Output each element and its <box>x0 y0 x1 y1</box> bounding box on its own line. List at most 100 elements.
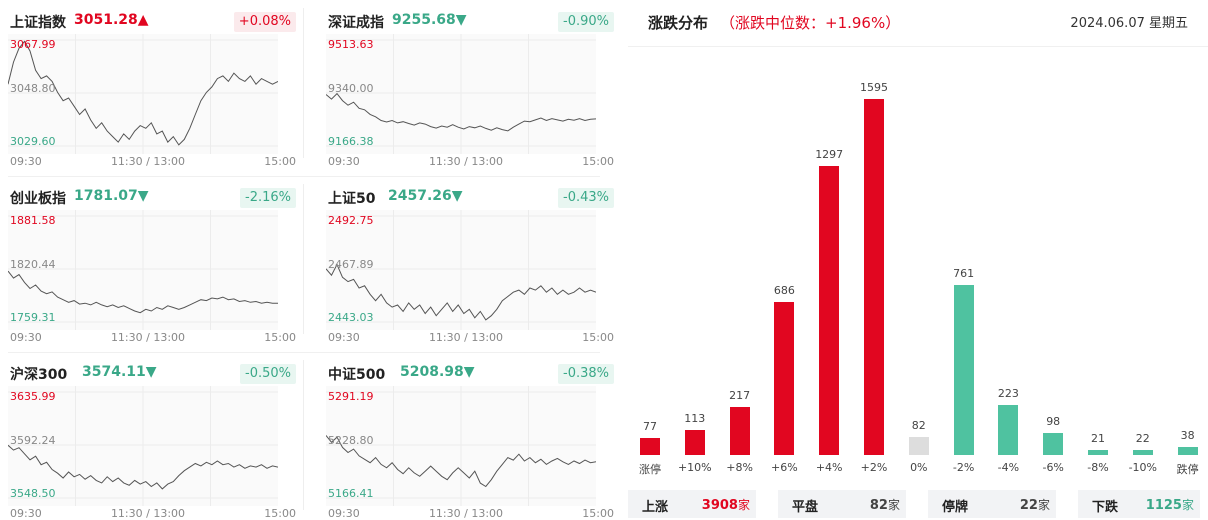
axis-high-label: 3067.99 <box>10 38 56 51</box>
index-change-badge: -0.43% <box>558 188 614 208</box>
axis-mid-label: 3592.24 <box>10 434 56 447</box>
axis-low-label: 9166.38 <box>328 135 374 148</box>
summary-value: 3908家 <box>701 498 750 513</box>
index-change-badge: -0.38% <box>558 364 614 384</box>
axis-low-label: 3029.60 <box>10 135 56 148</box>
time-end-label: 15:00 <box>264 155 296 168</box>
index-panel[interactable]: 上证指数 3051.28▲ +0.08% 3067.99 3048.80 3029.60 0… <box>8 8 298 176</box>
bar-down[interactable] <box>998 405 1019 455</box>
index-change-badge: -0.90% <box>558 12 614 32</box>
summary-label: 平盘 <box>792 500 819 515</box>
bar-category-label: 涨停 <box>639 463 661 476</box>
index-price: 2457.26▼ <box>388 188 463 204</box>
bar-category-label: +4% <box>815 461 843 474</box>
axis-low-label: 5166.41 <box>328 487 374 500</box>
axis-mid-label: 9340.00 <box>328 82 374 95</box>
intraday-chart <box>326 34 596 154</box>
index-name[interactable]: 中证500 <box>328 367 386 383</box>
index-panel[interactable]: 深证成指 9255.68▼ -0.90% 9513.63 9340.00 9166.38 0… <box>326 8 616 176</box>
index-name[interactable]: 上证50 <box>328 191 376 207</box>
index-name[interactable]: 创业板指 <box>10 191 66 207</box>
time-end-label: 15:00 <box>264 507 296 520</box>
index-price: 9255.68▼ <box>392 12 467 28</box>
time-end-label: 15:00 <box>582 155 614 168</box>
trade-date: 2024.06.07 星期五 <box>1070 16 1188 31</box>
index-change-badge: +0.08% <box>233 12 296 32</box>
intraday-chart <box>8 386 278 506</box>
time-start-label: 09:30 <box>328 331 360 344</box>
time-mid-label: 11:30 / 13:00 <box>110 507 186 520</box>
summary-value: 22家 <box>1019 498 1050 513</box>
time-mid-label: 11:30 / 13:00 <box>110 155 186 168</box>
bar-up[interactable] <box>819 165 840 455</box>
axis-high-label: 5291.19 <box>328 390 374 403</box>
summary-item[interactable]: 平盘 82家 <box>778 490 906 518</box>
bar-up[interactable] <box>729 406 750 455</box>
index-name[interactable]: 沪深300 <box>10 367 68 383</box>
bar-value-label: 1297 <box>815 147 844 161</box>
index-panel[interactable]: 上证50 2457.26▼ -0.43% 2492.75 2467.89 2443.03 0… <box>326 184 616 352</box>
bar-value-label: 761 <box>953 267 975 281</box>
bar-category-label: -2% <box>952 461 975 474</box>
bar-value-label: 38 <box>1180 428 1195 442</box>
intraday-chart <box>8 210 278 330</box>
bar-up[interactable] <box>774 301 795 455</box>
column-divider <box>303 184 304 334</box>
bar-down[interactable] <box>1088 450 1108 455</box>
time-mid-label: 11:30 / 13:00 <box>428 507 504 520</box>
summary-unit: 家 <box>1037 498 1050 512</box>
column-divider <box>303 360 304 510</box>
index-price: 3051.28▲ <box>74 12 149 28</box>
index-panel[interactable]: 创业板指 1781.07▼ -2.16% 1881.58 1820.44 1759.31 0… <box>8 184 298 352</box>
bar-down[interactable] <box>1043 433 1064 455</box>
price-line <box>326 435 596 488</box>
header-divider <box>628 46 1208 47</box>
index-change-badge: -0.50% <box>240 364 296 384</box>
bar-up[interactable] <box>684 429 705 455</box>
distribution-title: 涨跌分布 <box>648 14 709 32</box>
time-start-label: 09:30 <box>328 507 360 520</box>
index-panel[interactable]: 中证500 5208.98▼ -0.38% 5291.19 5228.80 5166.41… <box>326 360 616 520</box>
summary-label: 停牌 <box>942 500 969 515</box>
summary-item[interactable]: 上涨 3908家 <box>628 490 756 518</box>
index-panel[interactable]: 沪深300 3574.11▼ -0.50% 3635.99 3592.24 3548.50… <box>8 360 298 520</box>
price-line <box>8 40 278 146</box>
row-divider <box>8 176 600 177</box>
bar-category-label: +10% <box>677 461 712 474</box>
intraday-chart <box>326 210 596 330</box>
bar-value-label: 98 <box>1046 415 1061 429</box>
bar-flat[interactable] <box>908 436 929 455</box>
summary-value: 82家 <box>869 498 900 513</box>
index-header: 上证50 2457.26▼ -0.43% <box>326 184 616 208</box>
index-name[interactable]: 深证成指 <box>328 15 384 31</box>
index-price: 5208.98▼ <box>400 364 475 380</box>
bar-value-label: 1595 <box>860 81 888 94</box>
summary-unit: 家 <box>887 498 900 512</box>
bar-value-label: 82 <box>911 418 926 432</box>
bar-up[interactable] <box>640 437 660 455</box>
bar-down[interactable] <box>953 285 974 455</box>
bar-down[interactable] <box>1177 446 1198 455</box>
price-line <box>8 444 278 490</box>
time-mid-label: 11:30 / 13:00 <box>428 155 504 168</box>
bar-category-label: 跌停 <box>1176 463 1199 476</box>
row-divider <box>8 352 600 353</box>
bar-category-label: +2% <box>860 461 888 474</box>
bar-value-label: 686 <box>773 283 795 297</box>
index-change-badge: -2.16% <box>240 188 296 208</box>
index-name[interactable]: 上证指数 <box>10 15 66 31</box>
index-header: 中证500 5208.98▼ -0.38% <box>326 360 616 384</box>
axis-high-label: 2492.75 <box>328 214 374 227</box>
time-start-label: 09:30 <box>10 507 42 520</box>
summary-item[interactable]: 下跌 1125家 <box>1078 490 1200 518</box>
axis-low-label: 2443.03 <box>328 311 374 324</box>
bar-value-label: 113 <box>684 411 706 425</box>
bar-down[interactable] <box>1132 450 1153 455</box>
time-mid-label: 11:30 / 13:00 <box>110 331 186 344</box>
index-price: 3574.11▼ <box>82 364 157 380</box>
axis-mid-label: 2467.89 <box>328 258 374 271</box>
bar-category-label: +6% <box>771 461 798 474</box>
bar-up[interactable] <box>864 99 884 455</box>
summary-label: 下跌 <box>1092 500 1119 515</box>
summary-item[interactable]: 停牌 22家 <box>928 490 1056 518</box>
